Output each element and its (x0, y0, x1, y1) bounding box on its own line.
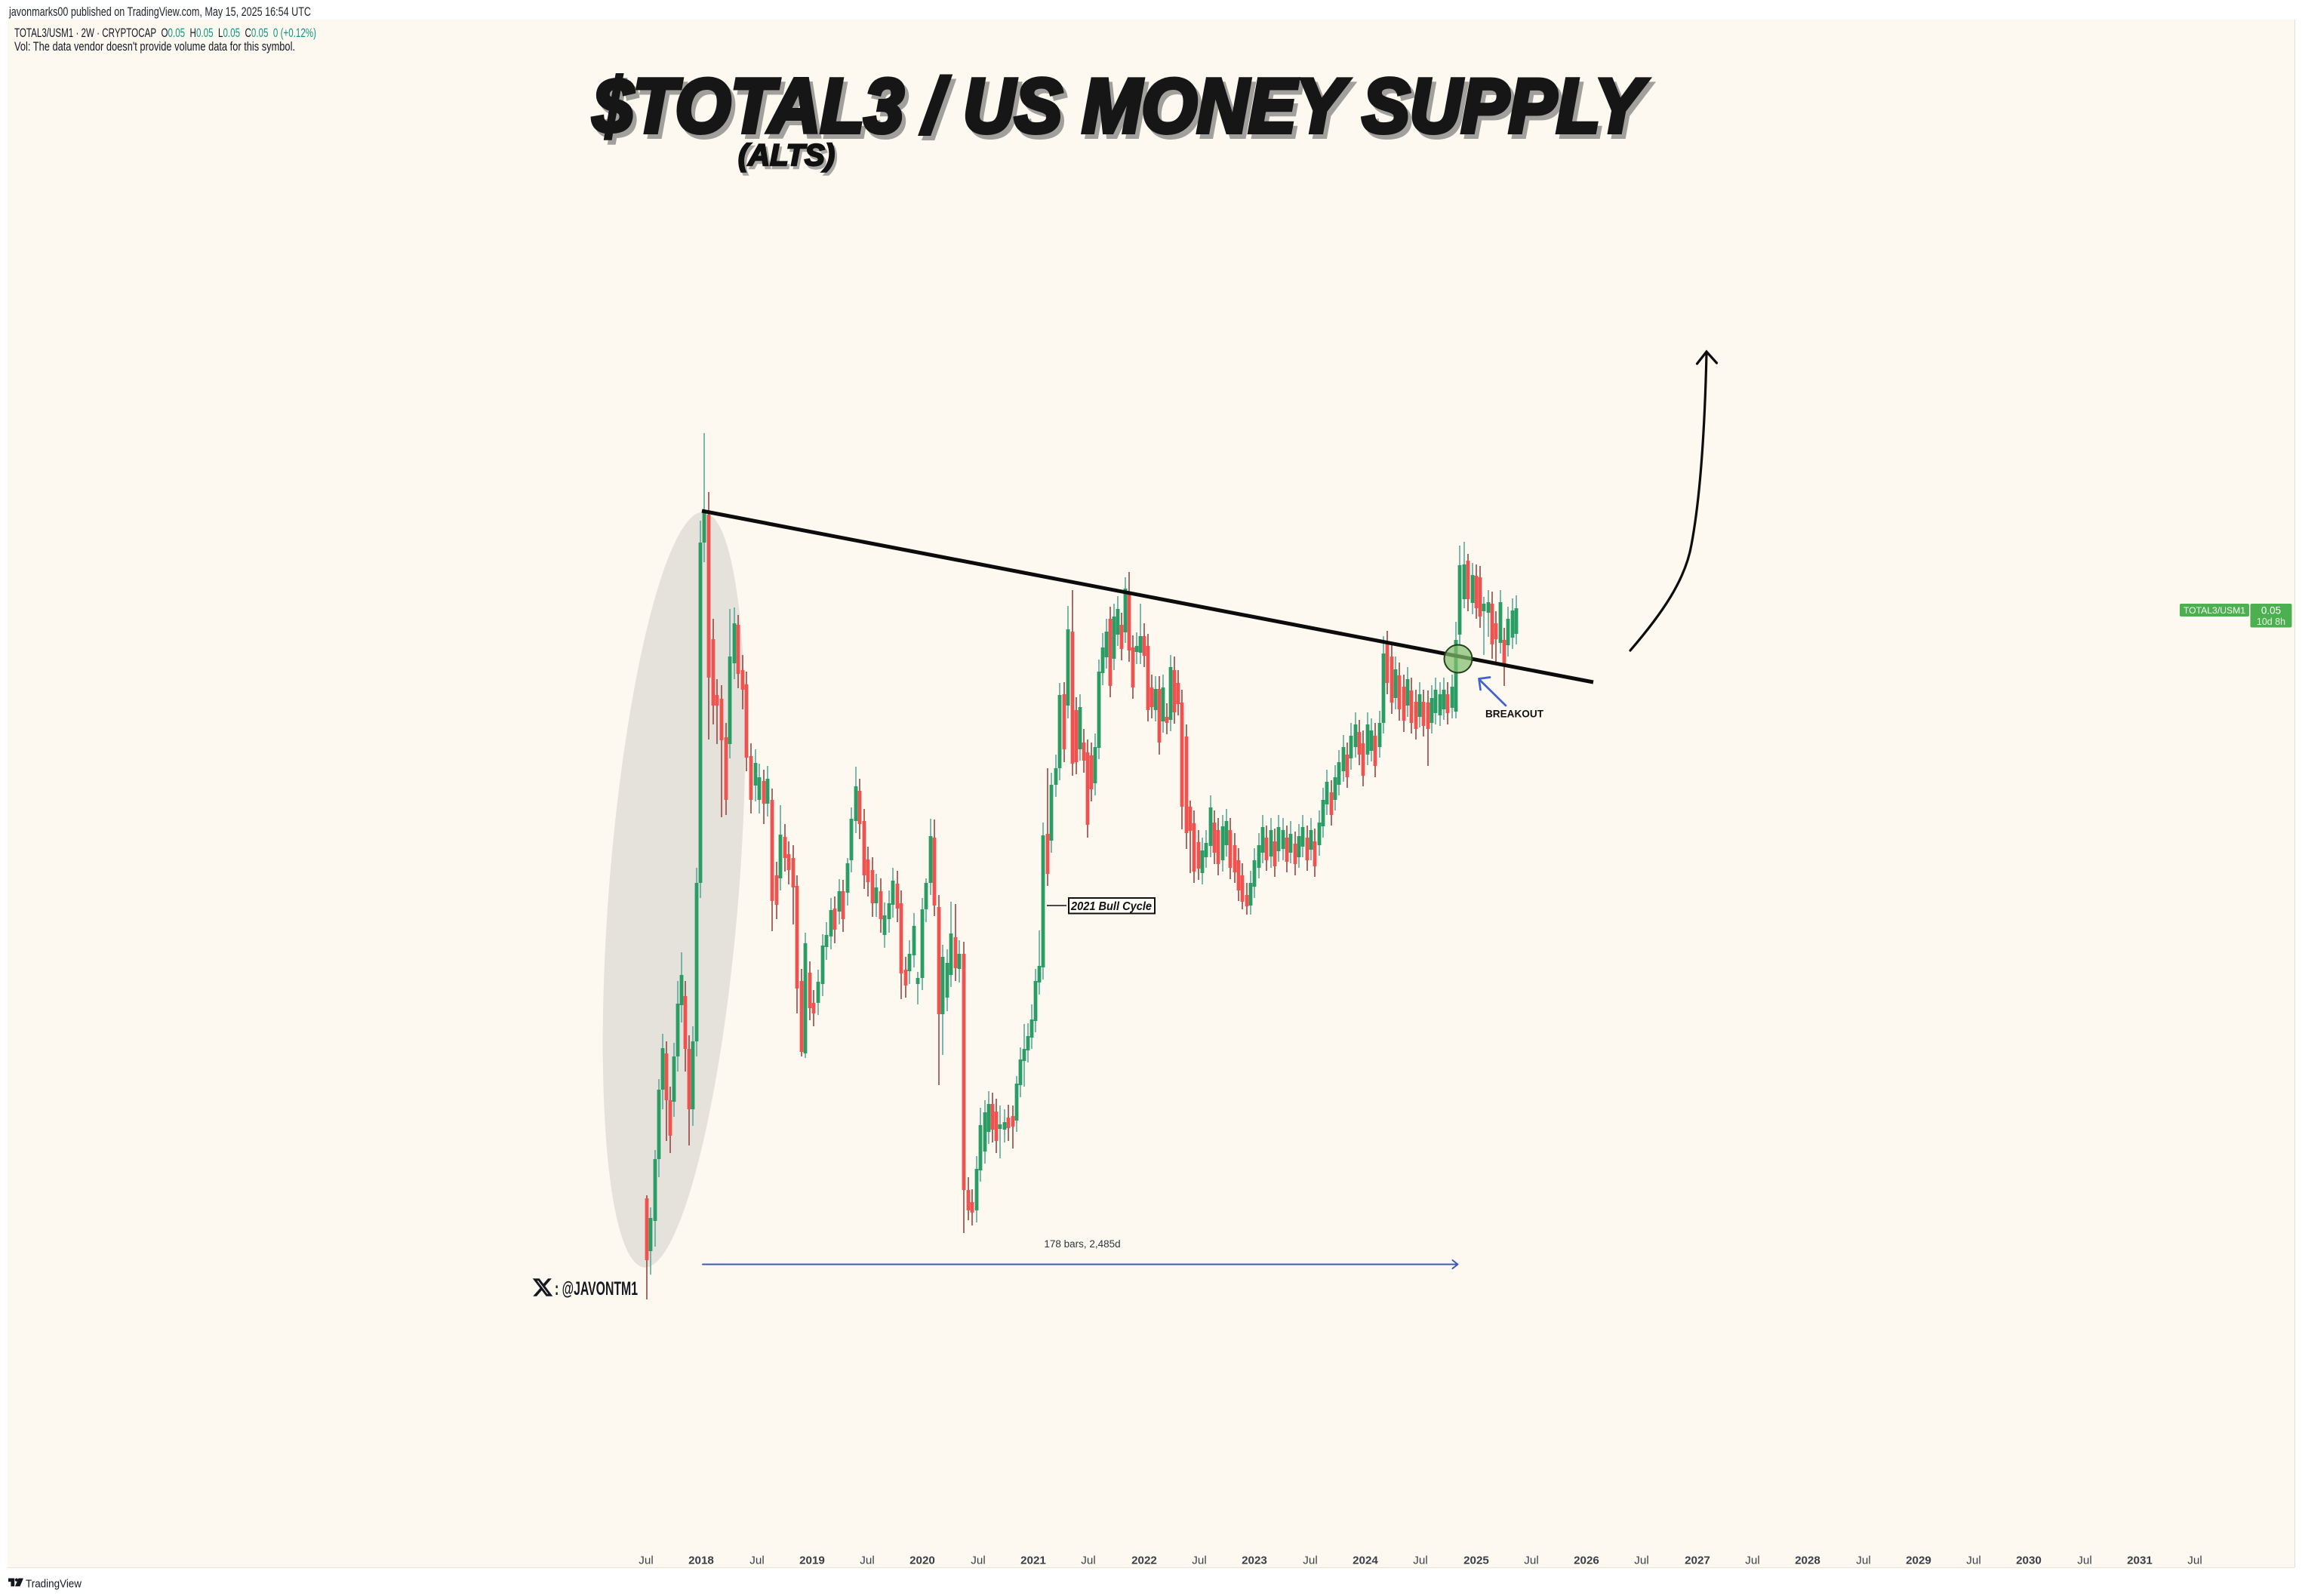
svg-text:178 bars, 2,485d: 178 bars, 2,485d (1044, 1238, 1120, 1250)
svg-text:Jul: Jul (1524, 1554, 1538, 1567)
svg-text:Jul: Jul (749, 1554, 764, 1567)
svg-text:Jul: Jul (1192, 1554, 1206, 1567)
svg-text:(ALTS): (ALTS) (738, 139, 835, 172)
svg-text:0.05: 0.05 (2261, 605, 2281, 617)
svg-text:Jul: Jul (639, 1554, 653, 1567)
svg-text:2030: 2030 (2016, 1554, 2042, 1567)
svg-text:2020: 2020 (909, 1554, 935, 1567)
svg-text:TOTAL3/USM1: TOTAL3/USM1 (2184, 605, 2245, 616)
svg-text:Jul: Jul (1745, 1554, 1759, 1567)
svg-text:2024: 2024 (1353, 1554, 1378, 1567)
svg-text:2021 Bull Cycle: 2021 Bull Cycle (1070, 900, 1152, 913)
svg-text:BREAKOUT: BREAKOUT (1485, 708, 1543, 720)
svg-text:Jul: Jul (2077, 1554, 2091, 1567)
svg-text:2019: 2019 (799, 1554, 825, 1567)
svg-text:javonmarks00 published on Trad: javonmarks00 published on TradingView.co… (8, 5, 311, 19)
svg-text:Jul: Jul (1966, 1554, 1980, 1567)
svg-text:2022: 2022 (1131, 1554, 1157, 1567)
svg-text:2026: 2026 (1574, 1554, 1599, 1567)
svg-text:2021: 2021 (1020, 1554, 1046, 1567)
svg-text:$TOTAL3 / US MONEY SUPPLY: $TOTAL3 / US MONEY SUPPLY (596, 69, 1651, 153)
svg-text:Jul: Jul (971, 1554, 985, 1567)
svg-text:(ALTS): (ALTS) (740, 142, 837, 175)
svg-text:Vol: The data vendor doesn't p: Vol: The data vendor doesn't provide vol… (14, 40, 295, 54)
svg-text:Jul: Jul (1856, 1554, 1870, 1567)
svg-text:2031: 2031 (2127, 1554, 2153, 1567)
svg-text:2023: 2023 (1242, 1554, 1267, 1567)
svg-text:2028: 2028 (1795, 1554, 1820, 1567)
svg-text:Jul: Jul (860, 1554, 874, 1567)
svg-text:10d 8h: 10d 8h (2257, 617, 2285, 627)
svg-text:TOTAL3/USM1 · 2W · CRYPTOCAP: TOTAL3/USM1 · 2W · CRYPTOCAP O0.05 H0.05… (14, 26, 316, 40)
svg-text:Jul: Jul (1413, 1554, 1427, 1567)
svg-text:2029: 2029 (1906, 1554, 1931, 1567)
svg-text:Jul: Jul (1634, 1554, 1648, 1567)
svg-text:Jul: Jul (1081, 1554, 1095, 1567)
svg-text:$TOTAL3 / US MONEY SUPPLY: $TOTAL3 / US MONEY SUPPLY (592, 64, 1648, 149)
svg-text:: @JAVONTM1: : @JAVONTM1 (555, 1278, 638, 1299)
svg-text:2025: 2025 (1463, 1554, 1489, 1567)
svg-text:2027: 2027 (1685, 1554, 1710, 1567)
svg-text:Jul: Jul (1303, 1554, 1317, 1567)
svg-text:TradingView: TradingView (26, 1578, 82, 1591)
svg-text:Jul: Jul (2187, 1554, 2202, 1567)
svg-text:2018: 2018 (688, 1554, 714, 1567)
